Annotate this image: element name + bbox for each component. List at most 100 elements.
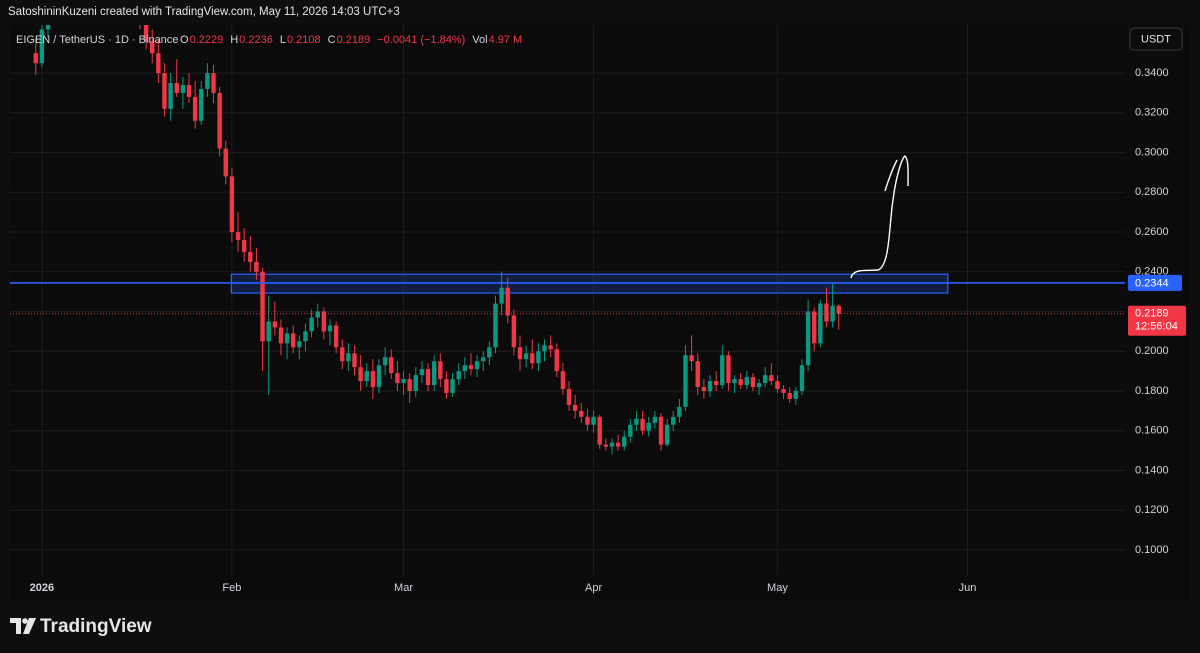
candle-body [438, 361, 443, 380]
candle-body [713, 381, 719, 386]
candle-body [536, 351, 541, 364]
candle-body [352, 353, 357, 368]
candle-body [554, 349, 559, 372]
brand: TradingView [40, 616, 152, 637]
candle-body [615, 442, 621, 447]
x-tick-label: Mar [394, 582, 413, 594]
legend-label: H [230, 34, 238, 46]
candle-body [671, 416, 676, 425]
currency-box[interactable] [1129, 27, 1183, 51]
candle-body [769, 375, 774, 382]
candle-body [707, 381, 713, 392]
last-price-box [1128, 305, 1186, 336]
candle-body [407, 379, 412, 392]
candle-body [732, 379, 737, 384]
y-tick-label: 0.2800 [1135, 186, 1169, 198]
candle-body [744, 377, 749, 386]
candle-body [174, 83, 179, 93]
candle-body [658, 416, 664, 445]
candle-body [609, 442, 615, 447]
y-tick-label: 0.2600 [1135, 226, 1169, 238]
candle-body [664, 424, 670, 445]
candle-body [376, 365, 382, 388]
candle-body [548, 345, 553, 350]
logo-dot [22, 618, 28, 624]
symbol: EIGEN / TetherUS · 1D · Binance [16, 34, 178, 46]
candle-body [254, 261, 259, 272]
candle-body [812, 311, 817, 344]
candle-body [370, 371, 376, 388]
candle-body [481, 357, 486, 362]
legend-label: C [328, 34, 336, 46]
legend-label: Vol [472, 34, 487, 46]
candle-body [340, 347, 345, 362]
candle-body [217, 92, 222, 149]
candle-body [511, 315, 517, 348]
candle-body [738, 379, 743, 386]
candle-body [395, 373, 400, 384]
candle-body [523, 353, 529, 360]
y-tick-label: 0.3200 [1135, 107, 1169, 119]
legend-value: 0.2189 [337, 34, 371, 46]
candle-body [750, 377, 756, 388]
candle-body [401, 379, 406, 384]
candle-body [321, 311, 327, 332]
candle-body [223, 148, 228, 177]
candle-body [542, 345, 547, 352]
attribution: SatoshininKuzeni created with TradingVie… [8, 6, 400, 18]
candle-body [818, 303, 823, 344]
legend-value: 0.2229 [190, 34, 224, 46]
candle-body [199, 88, 204, 121]
x-tick-label: May [767, 582, 788, 594]
candle-body [309, 317, 314, 332]
candle-body [248, 251, 253, 262]
candle-body [229, 176, 235, 233]
candle-body [805, 311, 811, 366]
y-tick-label: 0.2400 [1135, 266, 1169, 278]
currency[interactable]: USDT [1141, 33, 1171, 45]
candle-body [572, 404, 578, 411]
candle-body [756, 383, 762, 388]
candle-body [591, 416, 596, 425]
candle-body [260, 271, 265, 342]
legend-value: −0.0041 (−1.84%) [377, 34, 465, 46]
candle-body [45, 25, 51, 30]
y-tick-label: 0.3400 [1135, 67, 1169, 79]
candle-body [597, 416, 602, 445]
candle-body [272, 321, 278, 328]
hand-drawn-arrow [850, 155, 909, 279]
candle-body [799, 365, 805, 392]
candle-body [603, 444, 609, 447]
candle-body [775, 381, 780, 390]
candle-body [333, 325, 339, 348]
candle-body [358, 367, 363, 382]
candle-body [689, 355, 694, 362]
candle-body [505, 287, 510, 316]
candle-body [150, 41, 155, 54]
candle-body [468, 365, 474, 370]
candle-body [566, 389, 572, 405]
candle-body [824, 303, 829, 322]
candle-body [646, 422, 651, 431]
candle-body [241, 239, 247, 252]
candle-body [530, 353, 535, 364]
last-price-label: 0.2189 [1135, 308, 1169, 320]
legend-label: L [280, 34, 286, 46]
candle-body [836, 305, 841, 314]
candle-body [278, 327, 284, 344]
candle-body [622, 436, 627, 447]
candle-body [290, 333, 296, 348]
price-line-label: 0.2344 [1135, 277, 1169, 289]
candle-body [235, 232, 241, 240]
candle-body [652, 416, 658, 423]
candle-body [640, 418, 645, 431]
price-line-box [1128, 274, 1182, 291]
candle-body [444, 379, 449, 393]
candle-body [143, 25, 149, 42]
candle-body [579, 410, 584, 417]
candle-body [634, 418, 639, 425]
axes: 0.10000.12000.14000.16000.18000.20000.22… [30, 67, 1186, 594]
candle-body [162, 73, 167, 109]
